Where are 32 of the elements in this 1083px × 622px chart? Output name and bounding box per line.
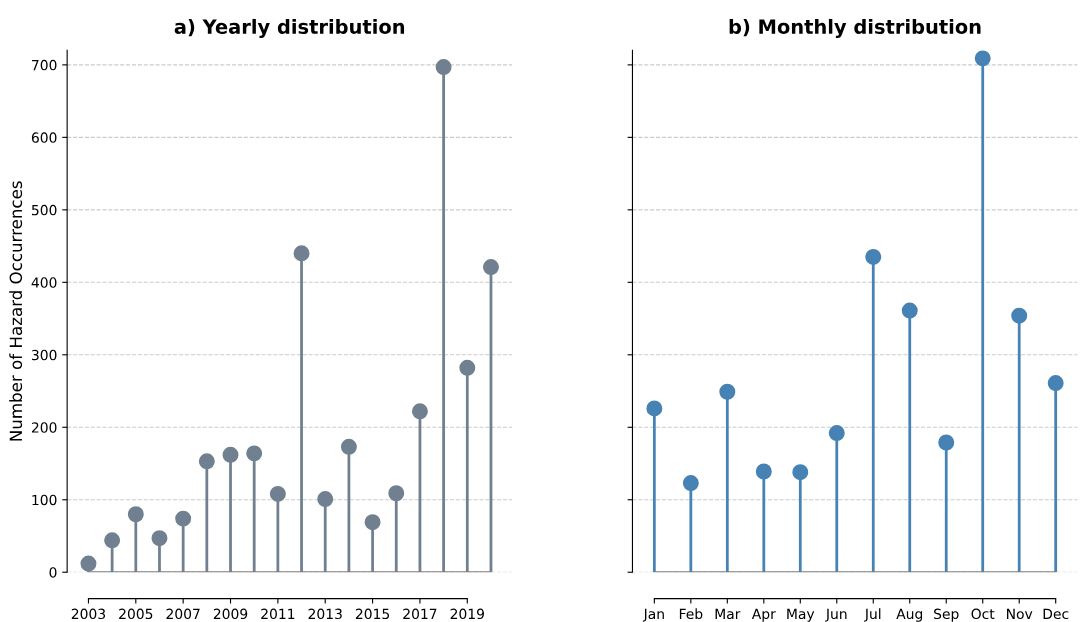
y-tick-label: 100 xyxy=(32,494,57,506)
x-tick-label: Jul xyxy=(864,608,881,622)
x-tick-label: 2005 xyxy=(119,608,153,620)
y-tick-label: 200 xyxy=(31,422,57,433)
y-tick-label: 400 xyxy=(31,277,57,288)
x-tick-label: 2015 xyxy=(355,608,390,620)
y-tick-label: 0 xyxy=(49,567,57,578)
x-tick-label: Sep xyxy=(934,608,959,622)
x-tick-label: May xyxy=(787,608,815,622)
x-tick-label: 2009 xyxy=(213,608,248,620)
x-tick-label: Apr xyxy=(751,608,776,622)
x-tick-label: Jun xyxy=(825,608,847,622)
y-axis-title: Number of Hazard Occurrences xyxy=(9,181,23,441)
y-tick-label: 500 xyxy=(31,204,57,216)
x-tick-label: 2011 xyxy=(261,608,295,620)
y-tick-label: 300 xyxy=(31,349,57,361)
x-tick-label: 2003 xyxy=(71,608,106,620)
chart-title: b) Monthly distribution xyxy=(729,18,981,38)
x-tick-label: Nov xyxy=(1007,608,1033,620)
x-tick-label: 2019 xyxy=(450,608,484,620)
y-tick-label: 600 xyxy=(31,132,57,143)
chart-title: a) Yearly distribution xyxy=(174,18,405,38)
x-tick-label: Jan xyxy=(642,608,664,622)
x-tick-label: 2017 xyxy=(403,608,437,620)
x-tick-label: 2007 xyxy=(166,608,200,620)
x-tick-label: Oct xyxy=(971,608,995,620)
x-tick-label: Feb xyxy=(679,608,703,620)
x-tick-label: Aug xyxy=(896,608,923,622)
x-tick-label: Mar xyxy=(715,608,741,620)
x-tick-label: 2013 xyxy=(308,608,342,620)
x-tick-label: Dec xyxy=(1043,608,1069,620)
y-tick-label: 700 xyxy=(32,59,57,71)
